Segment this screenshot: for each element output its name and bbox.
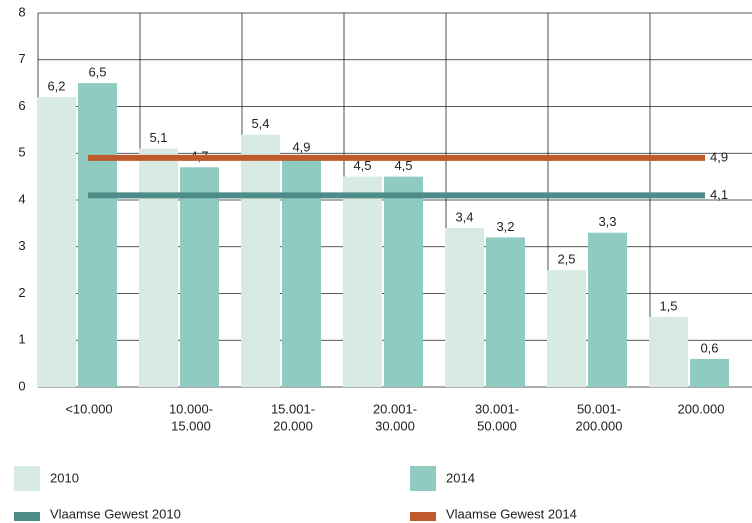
y-tick-label: 8 (18, 4, 25, 19)
x-tick-label: 50.001- (577, 401, 621, 416)
y-tick-label: 0 (18, 378, 25, 393)
value-label: 4,9 (292, 139, 310, 154)
x-tick-label: 20.000 (273, 418, 313, 433)
value-label: 5,1 (149, 130, 167, 145)
x-tick-label: 15.000 (171, 418, 211, 433)
x-tick-label: 200.000 (576, 418, 623, 433)
y-tick-label: 2 (18, 285, 25, 300)
x-tick-label: 50.000 (477, 418, 517, 433)
legend-label: 2014 (446, 470, 475, 485)
bar (384, 176, 423, 387)
value-label: 0,6 (700, 340, 718, 355)
bar (282, 157, 321, 387)
x-tick-label: 15.001- (271, 401, 315, 416)
reference-label: 4,1 (710, 187, 728, 202)
bar (588, 232, 627, 387)
bar (649, 316, 688, 387)
y-tick-label: 5 (18, 145, 25, 160)
x-tick-label: 20.001- (373, 401, 417, 416)
legend-label: Vlaamse Gewest 2010 (50, 506, 181, 521)
bar (78, 83, 117, 387)
legend-swatch (410, 466, 436, 491)
y-tick-label: 1 (18, 332, 25, 347)
legend-swatch (14, 466, 40, 491)
y-tick-label: 6 (18, 98, 25, 113)
value-label: 3,3 (598, 214, 616, 229)
legend-swatch (14, 512, 40, 521)
x-tick-label: <10.000 (65, 401, 112, 416)
value-label: 6,2 (47, 79, 65, 94)
bar (241, 134, 280, 387)
value-label: 6,5 (88, 65, 106, 80)
bar (445, 228, 484, 387)
legend-label: Vlaamse Gewest 2014 (446, 506, 577, 521)
bar (139, 148, 178, 387)
x-tick-label: 30.001- (475, 401, 519, 416)
y-tick-label: 4 (18, 191, 25, 206)
y-tick-label: 7 (18, 51, 25, 66)
reference-label: 4,9 (710, 149, 728, 164)
value-label: 4,5 (353, 158, 371, 173)
bar (486, 237, 525, 387)
x-tick-label: 200.000 (678, 401, 725, 416)
value-label: 3,4 (455, 209, 473, 224)
value-label: 5,4 (251, 116, 269, 131)
legend-label: 2010 (50, 470, 79, 485)
bar (690, 358, 729, 387)
value-label: 4,5 (394, 158, 412, 173)
value-label: 1,5 (659, 298, 677, 313)
bar (547, 270, 586, 387)
legend-swatch (410, 512, 436, 521)
x-tick-label: 30.000 (375, 418, 415, 433)
bar (180, 167, 219, 387)
bar (37, 97, 76, 388)
value-label: 3,2 (496, 219, 514, 234)
bar (343, 176, 382, 387)
x-tick-label: 10.000- (169, 401, 213, 416)
value-label: 2,5 (557, 252, 575, 267)
y-tick-label: 3 (18, 238, 25, 253)
